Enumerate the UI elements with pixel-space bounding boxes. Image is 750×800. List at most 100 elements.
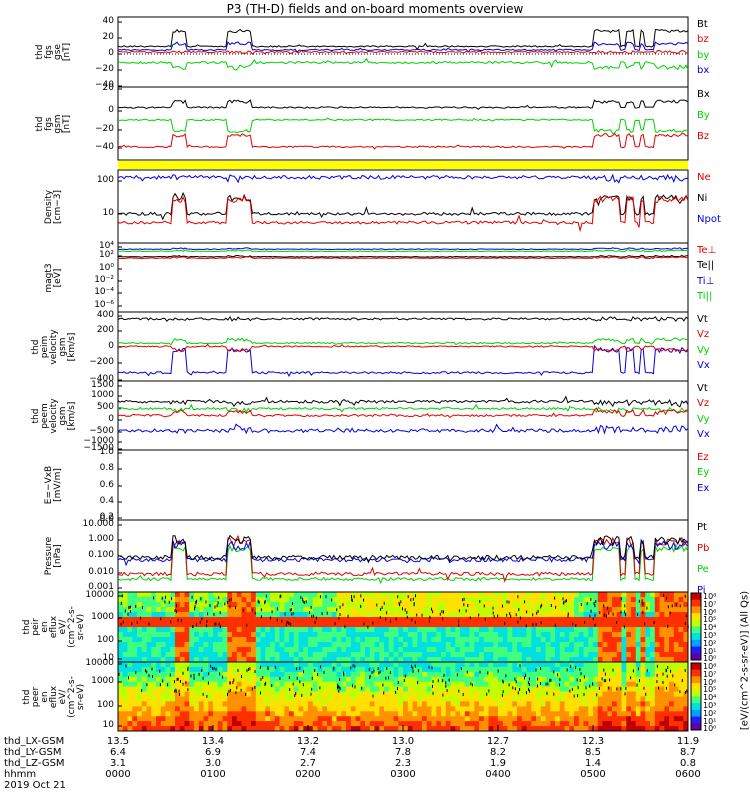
spectrogram-noise — [193, 676, 195, 680]
spectrogram-cell — [593, 652, 599, 658]
spectrogram-cell — [673, 662, 679, 668]
spectrogram-cell — [236, 602, 242, 608]
spectrogram-cell — [616, 592, 622, 598]
spectrogram-cell — [175, 686, 181, 692]
series-pi — [117, 539, 689, 567]
spectrogram-noise — [483, 604, 485, 608]
spectrogram-cell — [626, 681, 632, 687]
spectrogram-cell — [350, 691, 356, 697]
spectrogram-cell — [393, 686, 399, 692]
y-tick-label: 10⁴ — [98, 241, 114, 251]
spectrogram-cell — [312, 671, 318, 678]
spectrogram-cell — [118, 721, 124, 727]
spectrogram-cell — [469, 662, 475, 668]
spectrogram-cell — [645, 686, 651, 692]
spectrogram-noise — [229, 681, 231, 685]
spectrogram-noise — [264, 601, 266, 605]
spectrogram-cell — [331, 632, 337, 638]
colorbar-electrons — [691, 669, 701, 672]
spectrogram-cell — [270, 622, 276, 628]
spectrogram-cell — [241, 701, 247, 707]
spectrogram-cell — [274, 622, 280, 628]
spectrogram-noise — [632, 669, 634, 673]
spectrogram-cell — [654, 652, 660, 658]
spectrogram-cell — [165, 726, 171, 732]
spectrogram-cell — [160, 627, 166, 633]
spectrogram-noise — [432, 691, 434, 695]
spectrogram-cell — [502, 612, 508, 618]
spectrogram-cell — [160, 726, 166, 732]
spectrogram-cell — [597, 666, 603, 673]
spectrogram-cell — [564, 642, 570, 648]
spectrogram-cell — [270, 676, 276, 683]
spectrogram-cell — [279, 607, 285, 613]
spectrogram-cell — [593, 691, 599, 697]
spectrogram-cell — [208, 701, 214, 707]
y-tick-label: −40 — [95, 142, 114, 152]
spectrogram-cell — [540, 622, 546, 628]
spectrogram-cell — [308, 701, 314, 707]
spectrogram-cell — [569, 642, 575, 648]
spectrogram-cell — [635, 657, 641, 663]
spectrogram-cell — [388, 637, 394, 643]
spectrogram-cell — [203, 721, 209, 727]
spectrogram-cell — [550, 696, 556, 702]
spectrogram-noise — [170, 620, 172, 624]
spectrogram-cell — [640, 711, 646, 717]
spectrogram-noise — [404, 674, 406, 678]
spectrogram-noise — [276, 607, 278, 611]
spectrogram-cell — [246, 691, 252, 697]
spectrogram-noise — [518, 608, 520, 612]
spectrogram-cell — [407, 706, 413, 712]
spectrogram-cell — [659, 647, 665, 653]
spectrogram-cell — [469, 721, 475, 727]
spectrogram-cell — [455, 681, 461, 687]
spectrogram-cell — [659, 597, 665, 603]
spectrogram-noise — [354, 685, 356, 689]
spectrogram-cell — [635, 622, 641, 628]
spectrogram-cell — [536, 657, 542, 663]
spectrogram-cell — [327, 671, 333, 678]
spectrogram-cell — [246, 721, 252, 727]
spectrogram-noise — [229, 688, 231, 692]
spectrogram-noise — [176, 677, 178, 681]
spectrogram-cell — [683, 627, 689, 633]
spectrogram-noise — [577, 686, 579, 690]
spectrogram-noise — [363, 622, 365, 626]
spectrogram-cell — [189, 662, 195, 668]
spectrogram-cell — [517, 716, 523, 722]
spectrogram-cell — [189, 701, 195, 707]
spectrogram-cell — [194, 671, 200, 678]
spectrogram-cell — [127, 647, 133, 653]
spectrogram-cell — [455, 607, 461, 613]
spectrogram-noise — [248, 667, 250, 671]
spectrogram-cell — [369, 662, 375, 668]
spectrogram-cell — [170, 602, 176, 608]
spectrogram-noise — [525, 673, 526, 677]
colorbar-ions — [691, 596, 701, 599]
spectrogram-cell — [588, 637, 594, 643]
spectrogram-cell — [640, 657, 646, 663]
spectrogram-cell — [393, 642, 399, 648]
spectrogram-cell — [160, 662, 166, 668]
spectrogram-cell — [265, 592, 271, 598]
colorbar-electrons — [691, 714, 701, 718]
spectrogram-cell — [388, 652, 394, 658]
spectrogram-cell — [493, 691, 499, 697]
spectrogram-cell — [236, 652, 242, 658]
spectrogram-cell — [450, 607, 456, 613]
spectrogram-noise — [529, 683, 530, 686]
spectrogram-cell — [198, 711, 204, 717]
spectrogram-noise — [242, 608, 244, 612]
spectrogram-cell — [640, 632, 646, 638]
spectrogram-cell — [422, 592, 428, 598]
spectrogram-noise — [594, 613, 596, 617]
spectrogram-cell — [365, 652, 371, 658]
spectrogram-cell — [441, 726, 447, 732]
spectrogram-cell — [365, 706, 371, 712]
spectrogram-cell — [260, 676, 266, 683]
spectrogram-cell — [384, 726, 390, 732]
spectrogram-cell — [654, 716, 660, 722]
spectrogram-cell — [189, 622, 195, 628]
spectrogram-cell — [189, 706, 195, 712]
